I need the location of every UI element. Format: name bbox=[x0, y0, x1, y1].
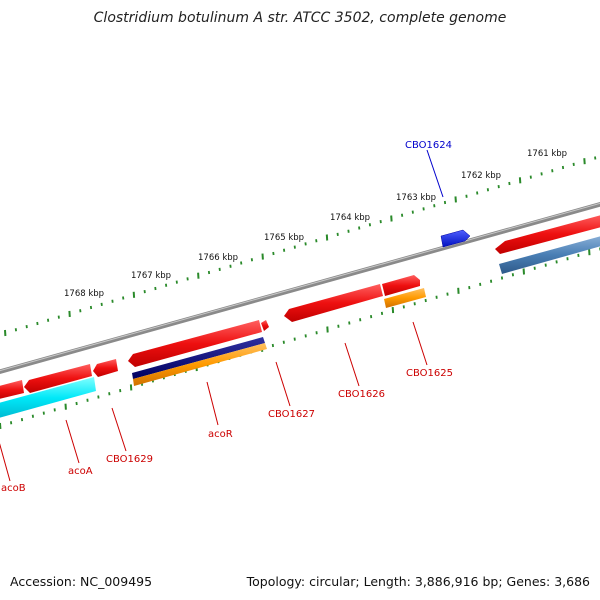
leader-CBO1627 bbox=[275, 361, 291, 407]
gene-cyan-left[interactable] bbox=[0, 377, 96, 419]
scale-label-1767: 1767 kbp bbox=[131, 271, 171, 281]
scale-label-1765: 1765 kbp bbox=[264, 233, 304, 243]
accession-text: Accession: NC_009495 bbox=[10, 574, 153, 589]
gene-acoA-red[interactable] bbox=[24, 364, 92, 393]
leader-CBO1629 bbox=[111, 407, 127, 452]
map-title: Clostridium botulinum A str. ATCC 3502, … bbox=[93, 10, 507, 26]
gene-acoR-red[interactable] bbox=[128, 320, 262, 367]
scale-label-1763: 1763 kbp bbox=[396, 193, 436, 203]
scale-label-1761: 1761 kbp bbox=[527, 149, 567, 159]
gene-CBO1629[interactable] bbox=[93, 359, 118, 377]
gene-CBO1625-red[interactable] bbox=[382, 275, 420, 296]
leader-CBO1626 bbox=[344, 342, 360, 387]
scale-label-1768: 1768 kbp bbox=[64, 289, 104, 299]
leader-acoA bbox=[65, 419, 80, 464]
label-acoB: acoB bbox=[1, 483, 26, 494]
gene-acoR-orange[interactable] bbox=[133, 343, 267, 386]
leader-CBO1625 bbox=[412, 321, 428, 366]
scale-label-1766: 1766 kbp bbox=[198, 253, 238, 263]
gene-CBO1627[interactable] bbox=[261, 320, 269, 331]
label-acoA: acoA bbox=[68, 466, 93, 477]
label-CBO1626: CBO1626 bbox=[338, 389, 385, 400]
label-CBO1624: CBO1624 bbox=[405, 140, 452, 151]
label-CBO1629: CBO1629 bbox=[106, 454, 153, 465]
gene-red-right-upper[interactable] bbox=[495, 214, 600, 254]
label-CBO1627: CBO1627 bbox=[268, 409, 315, 420]
leader-acoR bbox=[206, 381, 219, 426]
genome-backbone-highlight bbox=[0, 202, 600, 372]
gene-CBO1626[interactable] bbox=[284, 284, 383, 322]
leader-acoB bbox=[0, 443, 11, 482]
leader-CBO1624 bbox=[426, 149, 444, 198]
genome-backbone bbox=[0, 202, 600, 374]
scale-label-1764: 1764 kbp bbox=[330, 213, 370, 223]
scale-ticks-upper bbox=[4, 156, 597, 337]
gene-CBO1624[interactable] bbox=[440, 229, 471, 248]
gene-acoR-navy[interactable] bbox=[132, 337, 265, 379]
gene-acoB-red[interactable] bbox=[0, 380, 24, 400]
gene-CBO1625-orange[interactable] bbox=[384, 288, 426, 308]
label-acoR: acoR bbox=[208, 429, 233, 440]
scale-ticks-lower bbox=[0, 247, 600, 430]
label-CBO1625: CBO1625 bbox=[406, 368, 453, 379]
gene-steel-right[interactable] bbox=[499, 235, 600, 274]
topology-text: Topology: circular; Length: 3,886,916 bp… bbox=[246, 574, 590, 589]
scale-label-1762: 1762 kbp bbox=[461, 171, 501, 181]
